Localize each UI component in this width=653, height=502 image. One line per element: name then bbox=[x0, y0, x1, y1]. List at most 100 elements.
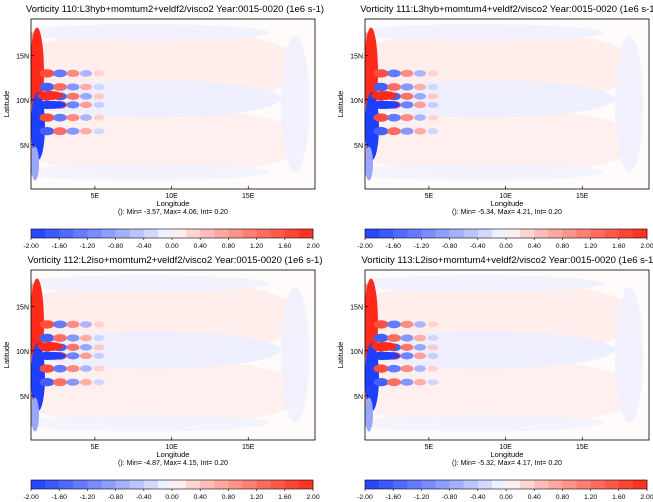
colorbar-bin bbox=[477, 480, 493, 489]
colorbar-bin bbox=[101, 229, 116, 238]
colorbar-label: -2.00 bbox=[357, 243, 373, 250]
colorbar-label: 0.40 bbox=[528, 494, 541, 501]
plot-frame bbox=[30, 18, 316, 190]
colorbar-bin bbox=[115, 229, 130, 238]
colorbar-bin bbox=[256, 229, 271, 238]
colorbar-label: 0.80 bbox=[222, 494, 235, 501]
colorbar-bin bbox=[491, 229, 507, 238]
colorbar-label: 0.00 bbox=[165, 243, 178, 250]
colorbar-bin bbox=[228, 229, 243, 238]
colorbar-label: 0.40 bbox=[194, 243, 207, 250]
colorbar-bin bbox=[365, 229, 380, 238]
y-tick-label: 10N bbox=[350, 98, 363, 105]
colorbar-label: -2.00 bbox=[23, 243, 39, 250]
y-tick-label: 5N bbox=[20, 394, 29, 401]
colorbar-label: -0.80 bbox=[108, 494, 124, 501]
colorbar-bin bbox=[449, 229, 464, 238]
colorbar-label: 0.80 bbox=[556, 494, 569, 501]
plot-frame bbox=[364, 18, 650, 190]
colorbar-label: -0.40 bbox=[136, 494, 152, 501]
chart-panel-4: Vorticity 113:L2iso+momtum4+veldf2/visco… bbox=[336, 255, 653, 501]
colorbar-bin bbox=[576, 480, 591, 489]
colorbar-bin bbox=[73, 480, 88, 489]
x-tick-label: 15E bbox=[576, 193, 589, 200]
colorbar-bin bbox=[477, 229, 493, 238]
colorbar-bin bbox=[59, 480, 74, 489]
colorbar-bin bbox=[284, 480, 300, 489]
vorticity-field bbox=[31, 270, 315, 440]
colorbar-label: 0.80 bbox=[556, 243, 569, 250]
colorbar-bin bbox=[548, 480, 563, 489]
colorbar-label: 0.80 bbox=[222, 243, 235, 250]
y-axis-label: Latitude bbox=[336, 91, 345, 118]
x-axis-label: Longitude bbox=[157, 450, 190, 459]
colorbar-bin bbox=[31, 229, 46, 238]
colorbar-bin bbox=[45, 229, 60, 238]
colorbar-label: -1.60 bbox=[385, 243, 401, 250]
x-axis-label: Longitude bbox=[491, 450, 524, 459]
colorbar-label: 1.20 bbox=[250, 494, 263, 501]
colorbar-label: 2.00 bbox=[306, 243, 319, 250]
vorticity-field bbox=[31, 19, 315, 189]
chart-panel-2: Vorticity 111:L3hyb+momtum4+veldf2/visco… bbox=[336, 4, 653, 250]
colorbar-bin bbox=[143, 480, 159, 489]
colorbar-bin bbox=[618, 480, 634, 489]
colorbar-label: -0.40 bbox=[136, 243, 152, 250]
colorbar-bin bbox=[73, 229, 88, 238]
colorbar-bin bbox=[393, 480, 408, 489]
plot-frame bbox=[30, 269, 316, 441]
colorbar-bin bbox=[129, 480, 145, 489]
colorbar-bin bbox=[632, 229, 648, 238]
colorbar-bin bbox=[449, 480, 464, 489]
colorbar-bin bbox=[87, 229, 102, 238]
colorbar-bin bbox=[31, 480, 46, 489]
colorbar-bin bbox=[506, 229, 521, 238]
colorbar-bin bbox=[242, 480, 257, 489]
colorbar-bin bbox=[172, 480, 187, 489]
colorbar-label: 0.00 bbox=[499, 243, 512, 250]
colorbar-bin bbox=[59, 229, 74, 238]
vorticity-field bbox=[365, 19, 649, 189]
colorbar-bin bbox=[534, 480, 549, 489]
x-tick-label: 5E bbox=[91, 444, 100, 451]
chart-title: Vorticity 110:L3hyb+momtum2+veldf2/visco… bbox=[26, 4, 324, 15]
colorbar-bin bbox=[270, 480, 286, 489]
x-tick-label: 5E bbox=[425, 444, 434, 451]
colorbar-bin bbox=[298, 229, 314, 238]
colorbar-bin bbox=[590, 480, 605, 489]
x-tick-label: 10E bbox=[165, 444, 178, 451]
colorbar-label: 2.00 bbox=[640, 494, 653, 501]
colorbar-label: 0.00 bbox=[499, 494, 512, 501]
colorbar-label: -0.40 bbox=[470, 243, 486, 250]
colorbar-label: -0.80 bbox=[442, 243, 458, 250]
x-tick-label: 5E bbox=[91, 193, 100, 200]
colorbar-bin bbox=[157, 229, 173, 238]
colorbar-bin bbox=[298, 480, 314, 489]
colorbar-label: -0.40 bbox=[470, 494, 486, 501]
colorbar-bin bbox=[520, 229, 535, 238]
colorbar-bin bbox=[618, 229, 634, 238]
stats-label: (): Min= -3.57, Max= 4.06, Int= 0.20 bbox=[118, 209, 228, 216]
chart-title: Vorticity 112:L2iso+momtum2+veldf2/visco… bbox=[27, 255, 322, 266]
stats-label: (): Min= -5.34, Max= 4.21, Int= 0.20 bbox=[452, 209, 562, 216]
y-axis-label: Latitude bbox=[336, 342, 345, 369]
y-tick-label: 5N bbox=[354, 394, 363, 401]
colorbar-bin bbox=[214, 229, 229, 238]
colorbar-bin bbox=[157, 480, 173, 489]
y-tick-label: 10N bbox=[16, 349, 29, 356]
colorbar-bin bbox=[491, 480, 507, 489]
colorbar-label: 1.20 bbox=[250, 243, 263, 250]
colorbar-label: -0.80 bbox=[108, 243, 124, 250]
x-tick-label: 15E bbox=[242, 444, 255, 451]
colorbar-bin bbox=[242, 229, 257, 238]
colorbar-bin bbox=[407, 480, 422, 489]
colorbar-label: 1.20 bbox=[584, 494, 597, 501]
colorbar-bin bbox=[365, 480, 380, 489]
colorbar-label: 0.40 bbox=[194, 494, 207, 501]
y-tick-label: 15N bbox=[16, 54, 29, 61]
y-axis-label: Latitude bbox=[2, 91, 11, 118]
y-tick-label: 15N bbox=[350, 305, 363, 312]
chart-title: Vorticity 111:L3hyb+momtum4+veldf2/visco… bbox=[360, 4, 653, 15]
x-tick-label: 15E bbox=[242, 193, 255, 200]
colorbar-bin bbox=[435, 480, 450, 489]
